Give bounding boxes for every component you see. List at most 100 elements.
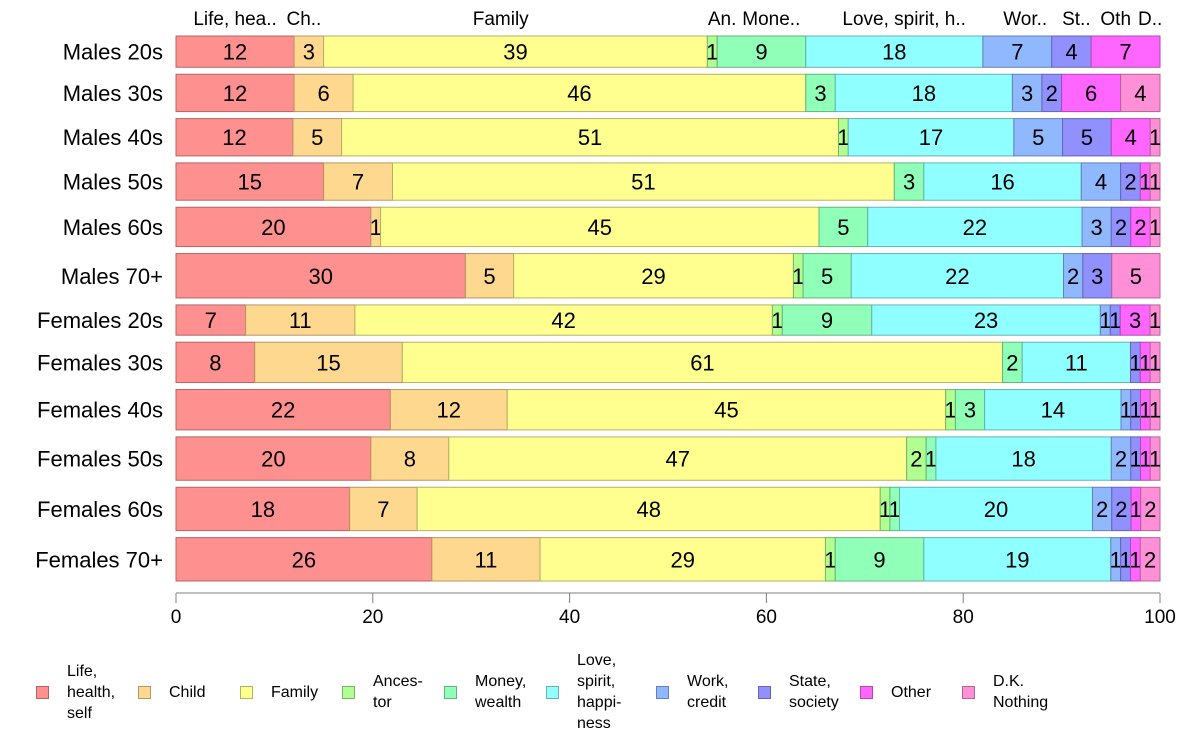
bar-row: 7 11 42 1 9 23 11 3 1: [175, 304, 1161, 336]
legend-label: Love, spirit, happi- ness: [577, 652, 622, 732]
bar-segment: [323, 162, 393, 201]
segment-value-label: 12: [223, 81, 247, 106]
segment-value-label: 46: [567, 81, 591, 106]
bar-segment: [380, 206, 820, 248]
bar-segment: [341, 118, 839, 157]
top-category-label: Life, hea..: [193, 9, 276, 30]
bar-segment: [871, 304, 1101, 336]
segment-value-label: 1: [771, 308, 783, 333]
bar-segment: [175, 389, 391, 431]
segment-value-label: 7: [352, 170, 364, 195]
bar-segment: [175, 73, 295, 113]
segment-value-label: 7: [1011, 40, 1023, 65]
legend-item: State, society: [758, 652, 839, 732]
segment-value-label: 26: [292, 547, 316, 572]
segment-value-label: 2: [1134, 215, 1146, 240]
segment-value-label: 20: [261, 215, 285, 240]
row-label: Males 60s: [63, 215, 163, 240]
segment-value-label: 5: [1081, 125, 1093, 150]
segment-value-label: 17: [919, 125, 943, 150]
bar-segment: [431, 537, 541, 582]
legend-label: Other: [891, 683, 932, 701]
bar-segment: [847, 118, 1015, 157]
legend-item: Child: [138, 652, 205, 732]
segment-value-label: 2: [1115, 497, 1127, 522]
top-category-label: Love, spirit, h..: [842, 9, 966, 30]
segment-value-label: 2: [910, 447, 922, 472]
bar-segment: [1149, 162, 1161, 201]
x-tick-label: 80: [953, 607, 974, 628]
bar-segment: [506, 389, 947, 431]
row-label: Females 20s: [37, 308, 163, 333]
segment-value-label: 45: [714, 398, 738, 423]
top-category-label: An.: [708, 9, 737, 30]
segment-value-label: 51: [631, 170, 655, 195]
row-label: Males 70+: [61, 264, 163, 289]
bar-row: 12 5 51 1 17 5 5 4 1: [175, 118, 1161, 157]
bar-row: 20 8 47 2 1 18 2 111: [175, 436, 1161, 481]
bar-segment: [354, 304, 773, 336]
x-tick-label: 100: [1144, 607, 1176, 628]
segment-value-label: 1: [1149, 125, 1161, 150]
bar-segment: [245, 304, 356, 336]
bar-segment: [1011, 73, 1043, 113]
segment-value-label: 3: [303, 40, 315, 65]
bar-segment: [834, 73, 1013, 113]
segment-value-label: 7: [1119, 40, 1131, 65]
segment-value-label: 29: [671, 547, 695, 572]
segment-value-label: 1: [792, 264, 804, 289]
legend-label: Family: [271, 683, 319, 701]
bar-segment: [175, 537, 433, 582]
legend-item: Life, health, self: [36, 652, 115, 732]
segment-value-label: 2: [1124, 170, 1136, 195]
segment-value-label: 1: [1139, 398, 1151, 423]
segment-value-label: 42: [551, 308, 575, 333]
segment-value-label: 1: [1149, 170, 1161, 195]
bar-segment: [293, 35, 325, 68]
segment-value-label: 11: [1065, 350, 1088, 375]
segment-value-label: 5: [1032, 125, 1044, 150]
segment-value-label: 1: [1099, 308, 1111, 333]
segment-value-label: 1: [889, 497, 901, 522]
segment-value-label: 5: [311, 125, 323, 150]
bar-segment: [175, 253, 466, 299]
segment-value-label: 18: [882, 40, 906, 65]
segment-value-label: 9: [821, 308, 833, 333]
bar-segment: [1090, 35, 1161, 68]
segment-value-label: 1: [1139, 170, 1151, 195]
top-category-label: Oth: [1100, 9, 1131, 30]
x-tick-label: 20: [362, 607, 383, 628]
bar-segment: [539, 537, 826, 582]
bar-segment: [323, 35, 708, 68]
segment-value-label: 45: [588, 215, 612, 240]
bar-row: 26 11 29 1 9 19 111 2: [175, 537, 1161, 582]
row-label: Males 20s: [63, 40, 163, 65]
bar-segment: [1111, 253, 1161, 299]
segment-value-label: 11: [289, 308, 312, 333]
bar-segment: [293, 73, 354, 113]
segment-value-label: 23: [974, 308, 998, 333]
bar-segment: [464, 253, 515, 299]
top-category-label: Wor..: [1003, 9, 1047, 30]
x-tick-label: 40: [559, 607, 580, 628]
legend-label: Child: [169, 683, 206, 701]
segment-value-label: 39: [503, 40, 527, 65]
top-category-label: Family: [473, 9, 529, 30]
legend-label: Life, health, self: [67, 662, 116, 722]
bar-row: 12 6 46 3 18 3 2 6 4: [175, 73, 1161, 113]
bar-segment: [401, 341, 1004, 384]
bar-segment: [175, 35, 295, 68]
bar-segment: [1080, 162, 1122, 201]
legend-label: D.K. Nothing: [993, 673, 1049, 711]
bar-segment: [1119, 304, 1151, 336]
bar-segment: [984, 389, 1122, 431]
segment-value-label: 51: [578, 125, 602, 150]
segment-value-label: 3: [1129, 308, 1141, 333]
segment-value-label: 12: [222, 125, 246, 150]
segment-value-label: 1: [1130, 447, 1142, 472]
bar-segment: [805, 35, 984, 68]
segment-value-label: 4: [1065, 40, 1077, 65]
bar-segment: [1149, 206, 1161, 248]
row-labels: Males 20s Males 30s Males 40s Males 50s Male…: [35, 40, 163, 573]
